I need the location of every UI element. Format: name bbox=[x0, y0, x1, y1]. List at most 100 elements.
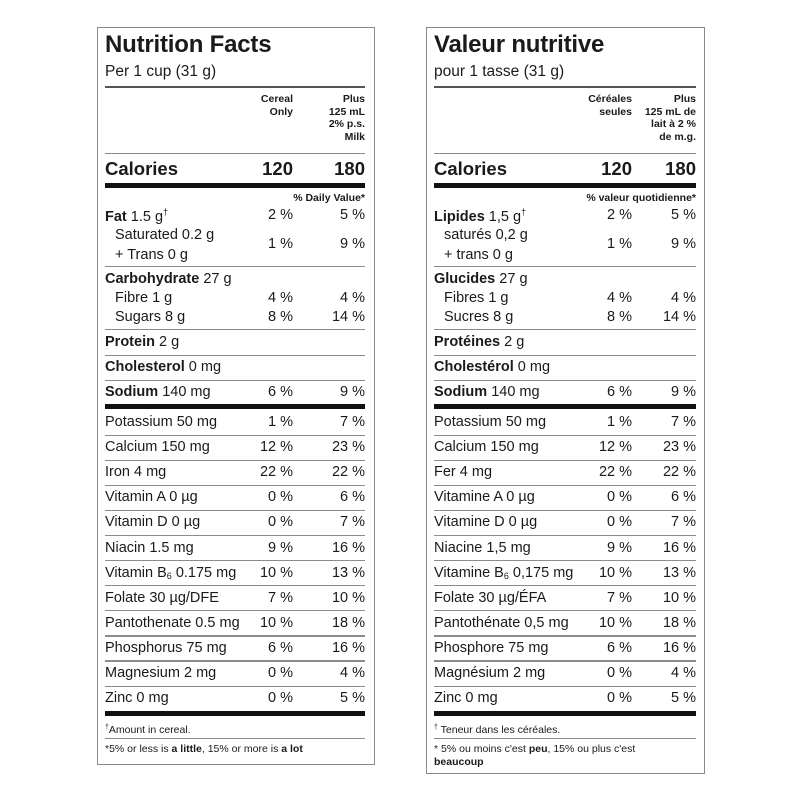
nutrient-row-fat: Lipides 1,5 g† 2 % 5 % bbox=[434, 207, 696, 225]
nutrient-row-cholesterol: Cholestérol 0 mg bbox=[434, 359, 551, 375]
thick-divider bbox=[434, 183, 696, 188]
micronutrient-row: Vitamine D 0 µg 0 % 7 % bbox=[434, 514, 696, 531]
calories-cereal-only: 120 bbox=[601, 158, 632, 179]
footnote-dagger: †Amount in cereal. bbox=[105, 724, 191, 736]
divider bbox=[434, 459, 696, 461]
nutrient-row-fat: Fat 1.5 g† 2 % 5 % bbox=[105, 207, 365, 225]
divider bbox=[434, 434, 696, 436]
micronutrient-row: Zinc 0 mg 0 % 5 % bbox=[434, 690, 696, 707]
nutrition-facts-panel-french: Valeur nutritive pour 1 tasse (31 g) Cér… bbox=[426, 27, 705, 774]
nutrient-row-sugars: Sucres 8 g 8 % 14 % bbox=[444, 309, 696, 325]
divider bbox=[105, 86, 365, 88]
thick-divider bbox=[434, 711, 696, 716]
serving-size: Per 1 cup (31 g) bbox=[105, 63, 217, 80]
divider bbox=[434, 585, 696, 587]
divider bbox=[105, 534, 365, 537]
micronutrient-row: Phosphorus 75 mg 6 % 16 % bbox=[105, 639, 365, 656]
divider bbox=[434, 738, 696, 740]
divider bbox=[105, 560, 365, 562]
divider bbox=[105, 355, 365, 357]
micronutrient-row: Phosphore 75 mg 6 % 16 % bbox=[434, 639, 696, 656]
nutrient-row-cholesterol: Cholesterol 0 mg bbox=[105, 359, 222, 375]
micronutrient-row: Folate 30 µg/DFE 7 % 10 % bbox=[105, 589, 365, 606]
divider bbox=[105, 459, 365, 461]
footnote-dagger: † Teneur dans les céréales. bbox=[434, 724, 561, 736]
panel-title: Valeur nutritive bbox=[434, 31, 605, 58]
footnote-daily-value: *5% or less is a little, 15% or more is … bbox=[105, 743, 303, 755]
divider bbox=[434, 610, 696, 612]
micronutrient-row: Vitamine B6 0,175 mg 10 % 13 % bbox=[434, 564, 696, 581]
nutrient-row-fibre: Fibre 1 g 4 % 4 % bbox=[115, 290, 365, 306]
micronutrient-row: Zinc 0 mg 0 % 5 % bbox=[105, 690, 365, 707]
nutrient-row-saturated-trans-values: 1 % 9 % bbox=[268, 236, 365, 252]
micronutrient-row: Iron 4 mg 22 % 22 % bbox=[105, 464, 365, 481]
divider bbox=[105, 434, 365, 436]
column-header-with-milk: Plus 125 mL de lait à 2 % de m.g. bbox=[644, 93, 696, 143]
micronutrient-row: Magnésium 2 mg 0 % 4 % bbox=[434, 665, 696, 681]
divider bbox=[434, 509, 696, 512]
divider bbox=[105, 380, 365, 382]
nutrient-row-trans: + trans 0 g bbox=[444, 247, 513, 263]
thick-divider bbox=[105, 183, 365, 188]
divider bbox=[434, 534, 696, 537]
divider bbox=[434, 266, 696, 268]
divider bbox=[434, 355, 696, 357]
micronutrient-row: Pantothénate 0,5 mg 10 % 18 % bbox=[434, 614, 696, 631]
nutrient-row-fibre: Fibres 1 g 4 % 4 % bbox=[444, 290, 696, 306]
divider bbox=[434, 660, 696, 662]
nutrient-row-protein: Protéines 2 g bbox=[434, 334, 525, 350]
divider bbox=[434, 329, 696, 331]
calories-label: Calories bbox=[434, 158, 508, 179]
daily-value-header: % valeur quotidienne* bbox=[586, 192, 696, 204]
serving-size: pour 1 tasse (31 g) bbox=[434, 63, 565, 80]
nutrient-row-protein: Protein 2 g bbox=[105, 334, 180, 350]
divider bbox=[105, 266, 365, 268]
divider bbox=[105, 738, 365, 740]
micronutrient-row: Fer 4 mg 22 % 22 % bbox=[434, 464, 696, 481]
divider bbox=[434, 484, 696, 486]
panel-title: Nutrition Facts bbox=[105, 31, 272, 58]
nutrient-row-carbohydrate: Glucides 27 g bbox=[434, 271, 528, 287]
thick-divider bbox=[105, 404, 365, 409]
column-header-cereal-only: Cereal Only bbox=[260, 93, 293, 118]
nutrition-facts-panel-english: Nutrition Facts Per 1 cup (31 g) Cereal … bbox=[97, 27, 375, 765]
thick-divider bbox=[434, 404, 696, 409]
micronutrient-row: Vitamin A 0 µg 0 % 6 % bbox=[105, 489, 365, 506]
divider bbox=[105, 509, 365, 512]
divider bbox=[434, 685, 696, 687]
divider bbox=[105, 484, 365, 486]
divider bbox=[105, 685, 365, 687]
divider bbox=[105, 585, 365, 587]
nutrient-row-sodium: Sodium 140 mg 6 % 9 % bbox=[434, 384, 696, 400]
micronutrient-row: Potassium 50 mg 1 % 7 % bbox=[434, 414, 696, 430]
micronutrient-row: Calcium 150 mg 12 % 23 % bbox=[105, 439, 365, 456]
divider bbox=[434, 380, 696, 382]
micronutrient-row: Folate 30 µg/ÉFA 7 % 10 % bbox=[434, 589, 696, 606]
nutrient-row-saturated: saturés 0,2 g bbox=[444, 227, 528, 243]
daily-value-header: % Daily Value* bbox=[293, 192, 365, 204]
micronutrient-row: Vitamin D 0 µg 0 % 7 % bbox=[105, 514, 365, 531]
calories-with-milk: 180 bbox=[334, 158, 365, 179]
calories-cereal-only: 120 bbox=[262, 158, 293, 179]
micronutrient-row: Niacine 1,5 mg 9 % 16 % bbox=[434, 539, 696, 556]
micronutrient-row: Vitamin B6 0.175 mg 10 % 13 % bbox=[105, 564, 365, 581]
nutrient-row-saturated: Saturated 0.2 g bbox=[115, 227, 215, 243]
divider bbox=[434, 560, 696, 562]
thick-divider bbox=[105, 711, 365, 716]
divider bbox=[105, 329, 365, 331]
calories-label: Calories bbox=[105, 158, 179, 179]
micronutrient-row: Potassium 50 mg 1 % 7 % bbox=[105, 414, 365, 430]
nutrient-row-sugars: Sugars 8 g 8 % 14 % bbox=[115, 309, 365, 325]
nutrient-row-carbohydrate: Carbohydrate 27 g bbox=[105, 271, 232, 287]
divider bbox=[105, 153, 365, 155]
column-header-with-milk: Plus 125 mL 2% p.s. Milk bbox=[328, 93, 365, 143]
divider bbox=[434, 153, 696, 155]
nutrient-row-saturated-trans-values: 1 % 9 % bbox=[607, 236, 696, 252]
micronutrient-row: Vitamine A 0 µg 0 % 6 % bbox=[434, 489, 696, 506]
divider bbox=[434, 86, 696, 88]
calories-with-milk: 180 bbox=[665, 158, 696, 179]
micronutrient-row: Pantothenate 0.5 mg 10 % 18 % bbox=[105, 614, 365, 631]
nutrient-row-sodium: Sodium 140 mg 6 % 9 % bbox=[105, 384, 365, 400]
column-header-cereal-only: Céréales seules bbox=[588, 93, 632, 118]
divider bbox=[105, 660, 365, 662]
